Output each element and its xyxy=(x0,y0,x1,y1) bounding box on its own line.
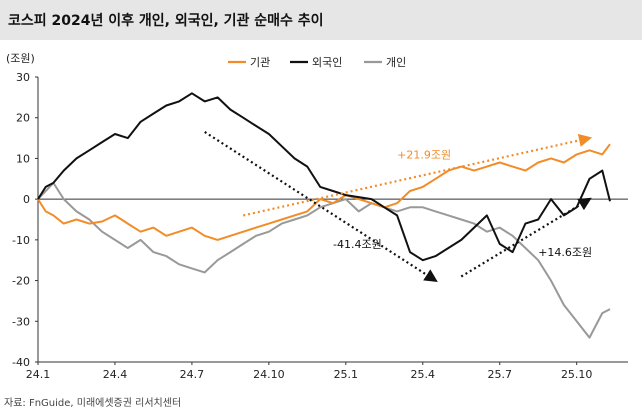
legend-label-외국인: 외국인 xyxy=(312,56,342,69)
series-layer xyxy=(37,92,611,339)
trend-arrow xyxy=(204,131,438,283)
series-line-기관 xyxy=(37,143,611,241)
x-tick-label: 24.4 xyxy=(103,368,128,381)
y-tick-label: 0 xyxy=(23,193,30,206)
y-tick-label: -30 xyxy=(12,315,30,328)
y-tick-label: 30 xyxy=(16,71,30,84)
legend-label-기관: 기관 xyxy=(250,56,270,69)
x-tick-label: 24.1 xyxy=(26,368,51,381)
x-tick-label: 24.10 xyxy=(253,368,285,381)
x-tick-label: 25.7 xyxy=(487,368,512,381)
title-bar: 코스피 2024년 이후 개인, 외국인, 기관 순매수 추이 xyxy=(0,0,642,40)
legend: 기관 외국인 개인 xyxy=(228,56,406,69)
y-tick-label: 10 xyxy=(16,152,30,165)
x-tick-label: 25.1 xyxy=(334,368,359,381)
y-tick-label: 20 xyxy=(16,112,30,125)
annotation-label: -41.4조원 xyxy=(333,238,382,251)
annotation-label: +14.6조원 xyxy=(538,246,592,259)
y-tick-label: -10 xyxy=(12,234,30,247)
x-tick-label: 24.7 xyxy=(180,368,205,381)
annotation-label: +21.9조원 xyxy=(397,148,451,161)
y-tick-label: -40 xyxy=(12,356,30,369)
x-tick-label: 25.10 xyxy=(561,368,593,381)
source-note: 자료: FnGuide, 미래에셋증권 리서치센터 xyxy=(4,398,182,409)
y-tick-label: -20 xyxy=(12,275,30,288)
chart-title: 코스피 2024년 이후 개인, 외국인, 기관 순매수 추이 xyxy=(8,13,324,29)
legend-label-개인: 개인 xyxy=(386,56,406,69)
x-tick-label: 25.4 xyxy=(411,368,436,381)
series-line-개인 xyxy=(37,181,611,339)
annotations-layer: +21.9조원 -41.4조원 +14.6조원 xyxy=(204,131,593,283)
y-axis-label: (조원) xyxy=(6,52,35,65)
series-line-외국인 xyxy=(37,92,611,262)
trend-arrow xyxy=(242,133,593,217)
